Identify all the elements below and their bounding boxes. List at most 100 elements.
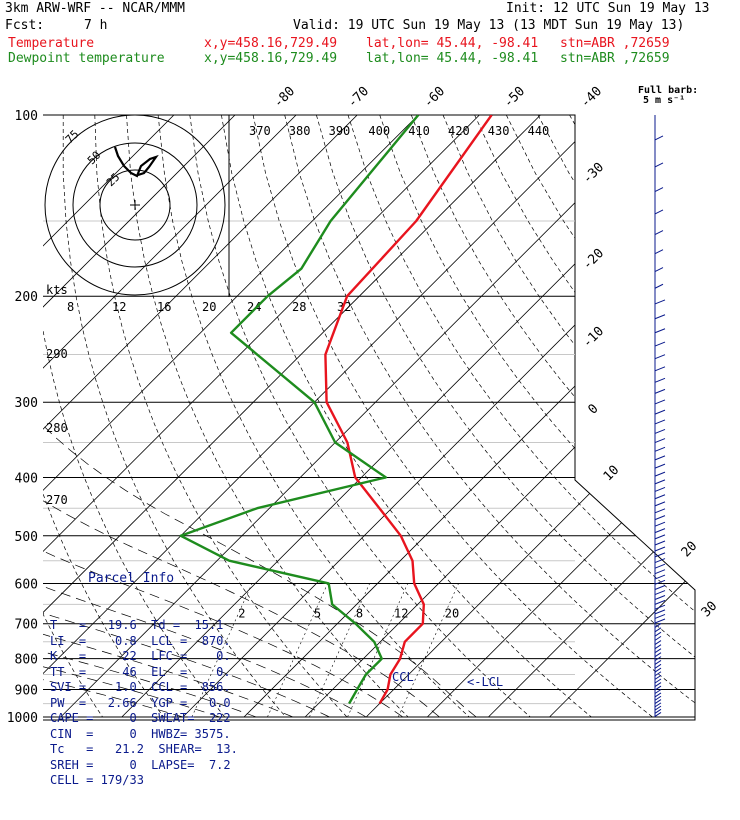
isotherm-30 — [427, 115, 740, 717]
pressure-label-800: 800 — [15, 653, 38, 668]
wind-barb — [655, 683, 661, 687]
wind-barb — [655, 591, 665, 595]
wind-barb — [655, 231, 663, 235]
wind-barb — [655, 585, 665, 589]
wind-barb — [655, 456, 665, 460]
dry-adiabat-430 — [538, 115, 740, 717]
parcel-info-row: CAPE = 0 SWEAT= 222 — [50, 711, 238, 727]
parcel-info-row: SVI = 1.0 CCL = 856. — [50, 680, 238, 696]
parcel-info-title: Parcel Info — [88, 571, 238, 587]
wind-scale-label-28: 28 — [292, 300, 306, 314]
parcel-info-row: T = 19.6 Td = 15.1 — [50, 618, 238, 634]
dry-adiabat-450 — [601, 115, 740, 717]
wind-barb — [655, 420, 665, 424]
wind-barb — [655, 628, 661, 632]
wind-barb — [655, 689, 661, 693]
mixing-ratio-label-12: 12 — [394, 607, 408, 621]
isotherm-label--20: -20 — [580, 246, 607, 273]
theta-label-430: 430 — [488, 124, 510, 138]
wind-barb — [655, 522, 665, 526]
parcel-info-row: TT = 46 EL = 0. — [50, 665, 238, 681]
isotherm-label--40: -40 — [578, 84, 605, 111]
hodograph-trace — [115, 147, 156, 176]
wind-barb — [655, 596, 665, 600]
parcel-info-row: CELL = 179/33 — [50, 773, 238, 789]
theta-label-370: 370 — [249, 124, 271, 138]
wind-barb — [655, 300, 665, 304]
wind-barb — [655, 378, 665, 382]
wind-barb — [655, 564, 665, 568]
pressure-label-600: 600 — [15, 577, 38, 592]
mixing-ratio-line-20 — [398, 583, 458, 717]
dry-adiabat-340 — [253, 115, 652, 717]
mixing-ratio-label-20: 20 — [445, 607, 459, 621]
skewt-figure: 3km ARW-WRF -- NCAR/MMM Init: 12 UTC Sun… — [0, 0, 740, 740]
isotherm-label-10: 10 — [601, 463, 623, 485]
wind-barb — [655, 668, 661, 672]
wind-barb — [655, 188, 663, 192]
mixing-ratio-label-2: 2 — [238, 607, 245, 621]
wind-barb — [655, 210, 663, 214]
pressure-label-100: 100 — [15, 109, 38, 124]
wind-barb — [655, 614, 665, 618]
wind-barb — [655, 547, 665, 551]
parcel-info-row: SREH = 0 LAPSE= 7.2 — [50, 758, 238, 774]
lcl-annotation: <-LCL — [467, 675, 503, 689]
wind-barb — [655, 653, 661, 657]
theta-label-410: 410 — [408, 124, 430, 138]
kts-label: kts — [46, 283, 68, 297]
isotherm-label-30: 30 — [699, 599, 721, 621]
isotherm-label-0: 0 — [585, 401, 601, 417]
wind-barb — [655, 636, 661, 640]
wind-barb — [655, 268, 663, 272]
wind-barb — [655, 605, 665, 609]
wind-barb — [655, 487, 665, 491]
theta-side-label-280: 280 — [46, 421, 68, 435]
wind-barb — [655, 355, 665, 359]
wind-scale-label-24: 24 — [247, 300, 261, 314]
wind-scale-label-20: 20 — [202, 300, 216, 314]
isotherm-label--70: -70 — [345, 84, 372, 111]
mixing-ratio-line-5 — [267, 583, 327, 717]
wind-scale-label-16: 16 — [157, 300, 171, 314]
wind-barb — [655, 529, 665, 533]
wind-barb — [655, 509, 665, 513]
wind-barb — [655, 632, 661, 636]
mixing-ratio-line-8 — [309, 583, 369, 717]
parcel-info-row: LI = 0.8 LCL = 870. — [50, 634, 238, 650]
isotherm-40 — [488, 115, 740, 717]
ccl-annotation: CCL — [392, 670, 414, 684]
wind-barb — [655, 250, 663, 254]
wind-barb — [655, 649, 661, 653]
wind-barb — [655, 660, 661, 664]
wind-barb — [655, 342, 665, 346]
wind-barb — [655, 439, 665, 443]
wind-barb — [655, 516, 665, 520]
wind-barb — [655, 495, 665, 499]
wind-barb — [655, 367, 665, 371]
isotherm-label--50: -50 — [501, 84, 528, 111]
pressure-label-500: 500 — [15, 530, 38, 545]
theta-label-440: 440 — [528, 124, 550, 138]
wind-barb — [655, 284, 663, 288]
dry-adiabat-350 — [285, 115, 714, 717]
dry-adiabat-460 — [633, 115, 740, 717]
wind-barb — [655, 679, 661, 683]
wind-barb — [655, 163, 663, 167]
wind-barb — [655, 464, 665, 468]
wind-barb — [655, 480, 665, 484]
dry-adiabat-380 — [380, 115, 740, 717]
temperature-profile — [325, 115, 491, 704]
wind-barb — [655, 136, 663, 140]
pressure-label-700: 700 — [15, 618, 38, 633]
pressure-label-200: 200 — [15, 290, 38, 305]
mixing-ratio-label-8: 8 — [356, 607, 363, 621]
wind-barb — [655, 410, 665, 414]
theta-label-420: 420 — [448, 124, 470, 138]
isotherm-label--80: -80 — [271, 84, 298, 111]
dry-adiabat-390 — [411, 115, 740, 717]
isotherm-label-20: 20 — [679, 539, 701, 561]
pressure-label-300: 300 — [15, 396, 38, 411]
wind-barb — [655, 429, 665, 433]
